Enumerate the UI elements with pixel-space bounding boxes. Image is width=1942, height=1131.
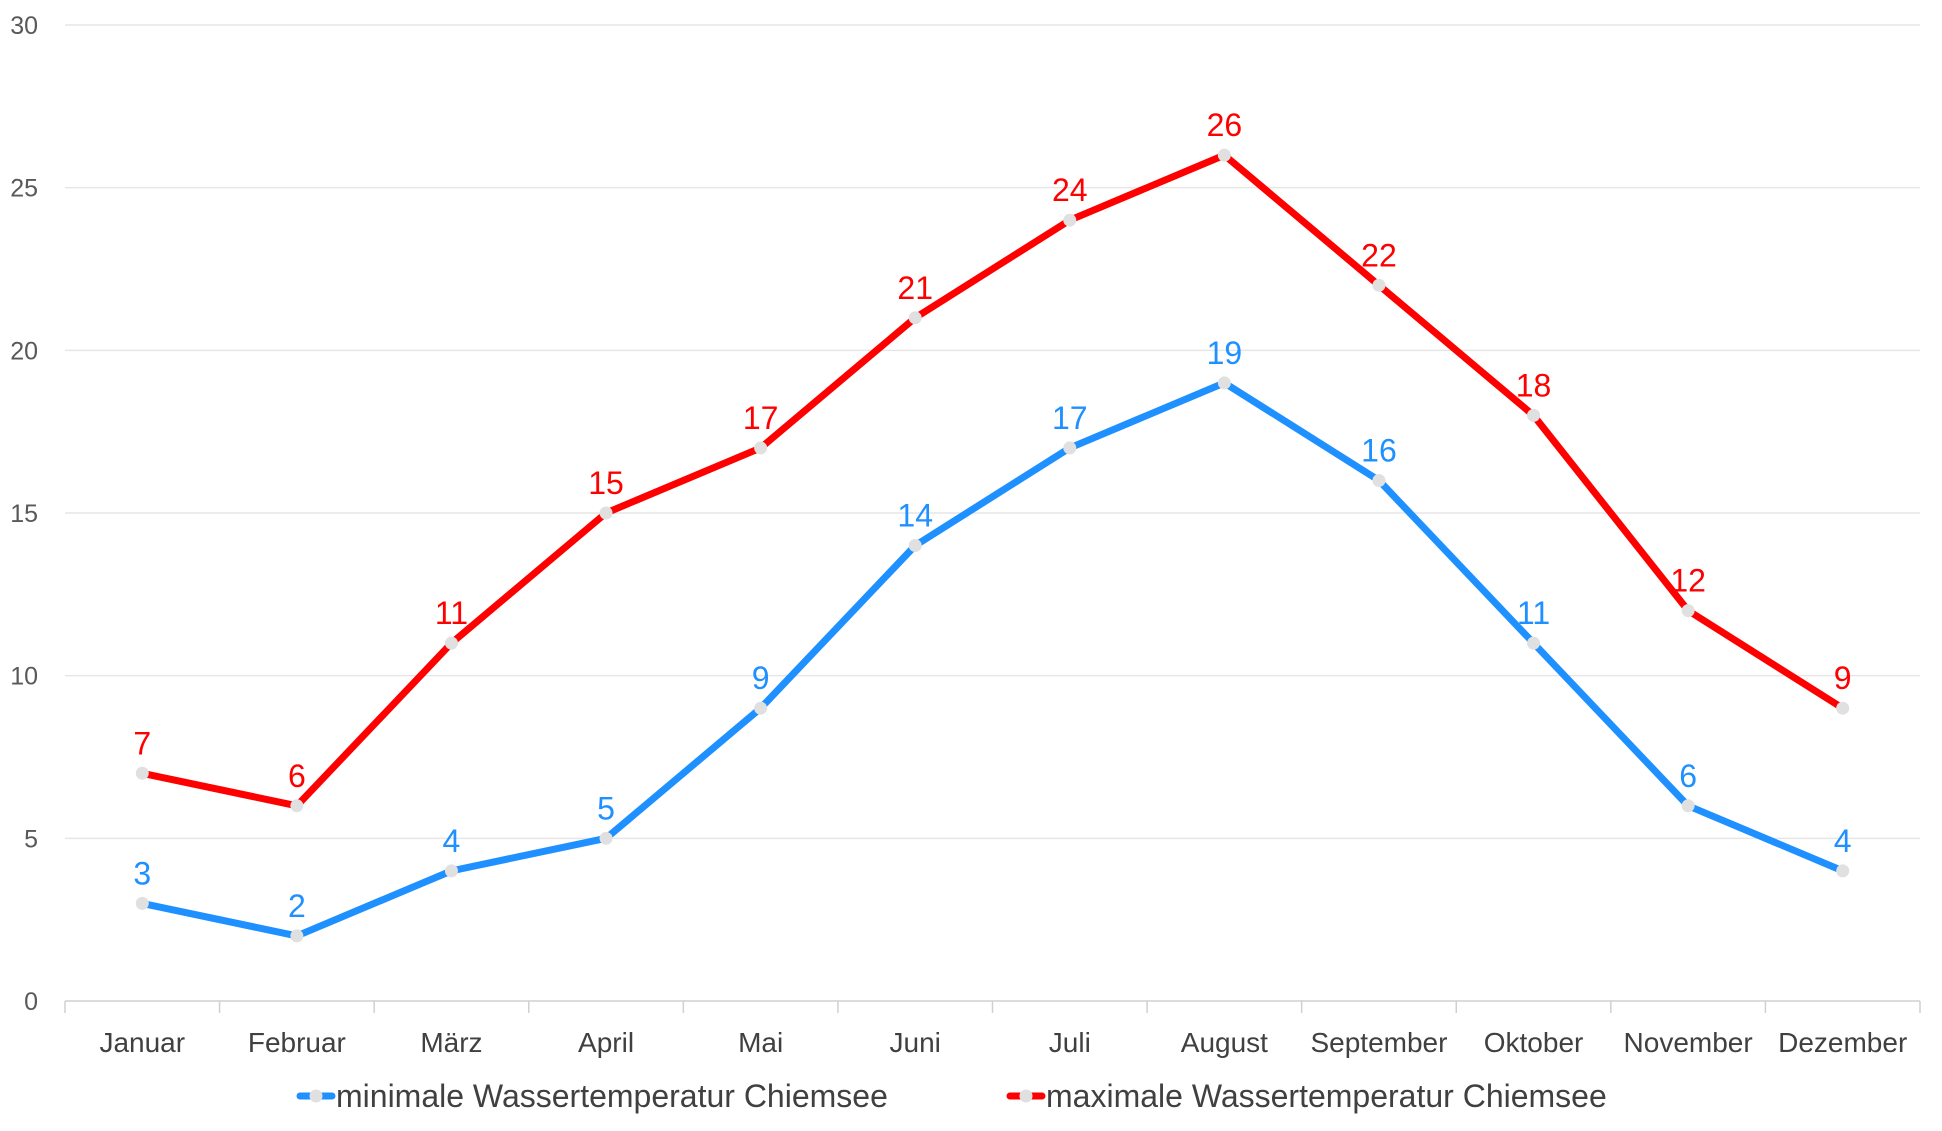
data-label: 7 (133, 725, 151, 761)
data-point (599, 831, 613, 845)
data-label: 17 (1052, 400, 1088, 436)
data-label: 16 (1361, 432, 1397, 468)
x-axis: Januar Februar März April Mai Juni Juli August S… (64, 1001, 1921, 1058)
data-point (754, 441, 768, 455)
data-point (444, 864, 458, 878)
data-point (444, 636, 458, 650)
grid-lines (65, 24, 1920, 1002)
data-point (1372, 278, 1386, 292)
y-tick-label: 5 (24, 825, 38, 853)
data-point (1836, 701, 1850, 715)
data-point (1217, 376, 1231, 390)
data-label: 6 (288, 758, 306, 794)
data-label: 6 (1679, 758, 1697, 794)
data-point (135, 766, 149, 780)
data-point (1527, 408, 1541, 422)
data-label: 17 (743, 400, 779, 436)
data-point (290, 799, 304, 813)
data-label: 18 (1516, 367, 1552, 403)
x-tick-label: September (1310, 1027, 1447, 1058)
y-tick-label: 15 (10, 500, 38, 528)
data-label: 12 (1670, 563, 1706, 599)
x-tick-label: November (1624, 1027, 1753, 1058)
legend-marker (309, 1089, 323, 1103)
data-point (1527, 636, 1541, 650)
data-label: 22 (1361, 237, 1397, 273)
y-tick-label: 10 (10, 663, 38, 691)
legend-label: minimale Wassertemperatur Chiemsee (336, 1078, 888, 1114)
x-tick-label: Dezember (1778, 1027, 1907, 1058)
data-point (1681, 604, 1695, 618)
data-point (1063, 213, 1077, 227)
data-label: 26 (1207, 107, 1243, 143)
data-label: 15 (588, 465, 624, 501)
x-tick-label: Januar (99, 1027, 185, 1058)
x-tick-label: April (578, 1027, 634, 1058)
data-label: 9 (1834, 660, 1852, 696)
data-point (908, 311, 922, 325)
x-tick-label: Juni (890, 1027, 941, 1058)
data-label: 11 (1517, 595, 1550, 631)
data-point (1217, 148, 1231, 162)
x-tick-label: Mai (738, 1027, 783, 1058)
y-tick-label: 20 (10, 337, 38, 365)
x-tick-label: März (420, 1027, 482, 1058)
legend-label: maximale Wassertemperatur Chiemsee (1046, 1078, 1607, 1114)
data-label: 19 (1207, 335, 1243, 371)
x-tick-label: Juli (1049, 1027, 1091, 1058)
legend: minimale Wassertemperatur Chiemsee maxima… (296, 1078, 1607, 1114)
data-point (599, 506, 613, 520)
y-tick-label: 25 (10, 175, 38, 203)
data-label: 4 (443, 823, 461, 859)
data-point (1063, 441, 1077, 455)
y-tick-label: 0 (24, 988, 38, 1016)
series-line (138, 379, 1847, 940)
legend-marker (1019, 1089, 1033, 1103)
series-layer (135, 148, 1850, 943)
data-point (135, 896, 149, 910)
data-label: 3 (133, 855, 151, 891)
data-point (908, 539, 922, 553)
data-label: 9 (752, 660, 770, 696)
data-point (1681, 799, 1695, 813)
data-point (1836, 864, 1850, 878)
data-label: 5 (597, 790, 615, 826)
series-line (138, 151, 1847, 810)
x-tick-label: August (1181, 1027, 1268, 1058)
data-label: 21 (897, 270, 933, 306)
x-tick-label: Oktober (1484, 1027, 1584, 1058)
data-label: 24 (1052, 172, 1088, 208)
data-point (290, 929, 304, 943)
data-label: 14 (897, 498, 933, 534)
data-label: 11 (435, 595, 468, 631)
y-tick-label: 30 (10, 12, 38, 40)
y-axis: 0 5 10 15 20 25 30 (10, 12, 38, 1016)
data-label: 4 (1834, 823, 1852, 859)
data-label: 2 (288, 888, 306, 924)
data-point (1372, 473, 1386, 487)
data-point (754, 701, 768, 715)
x-tick-label: Februar (248, 1027, 346, 1058)
